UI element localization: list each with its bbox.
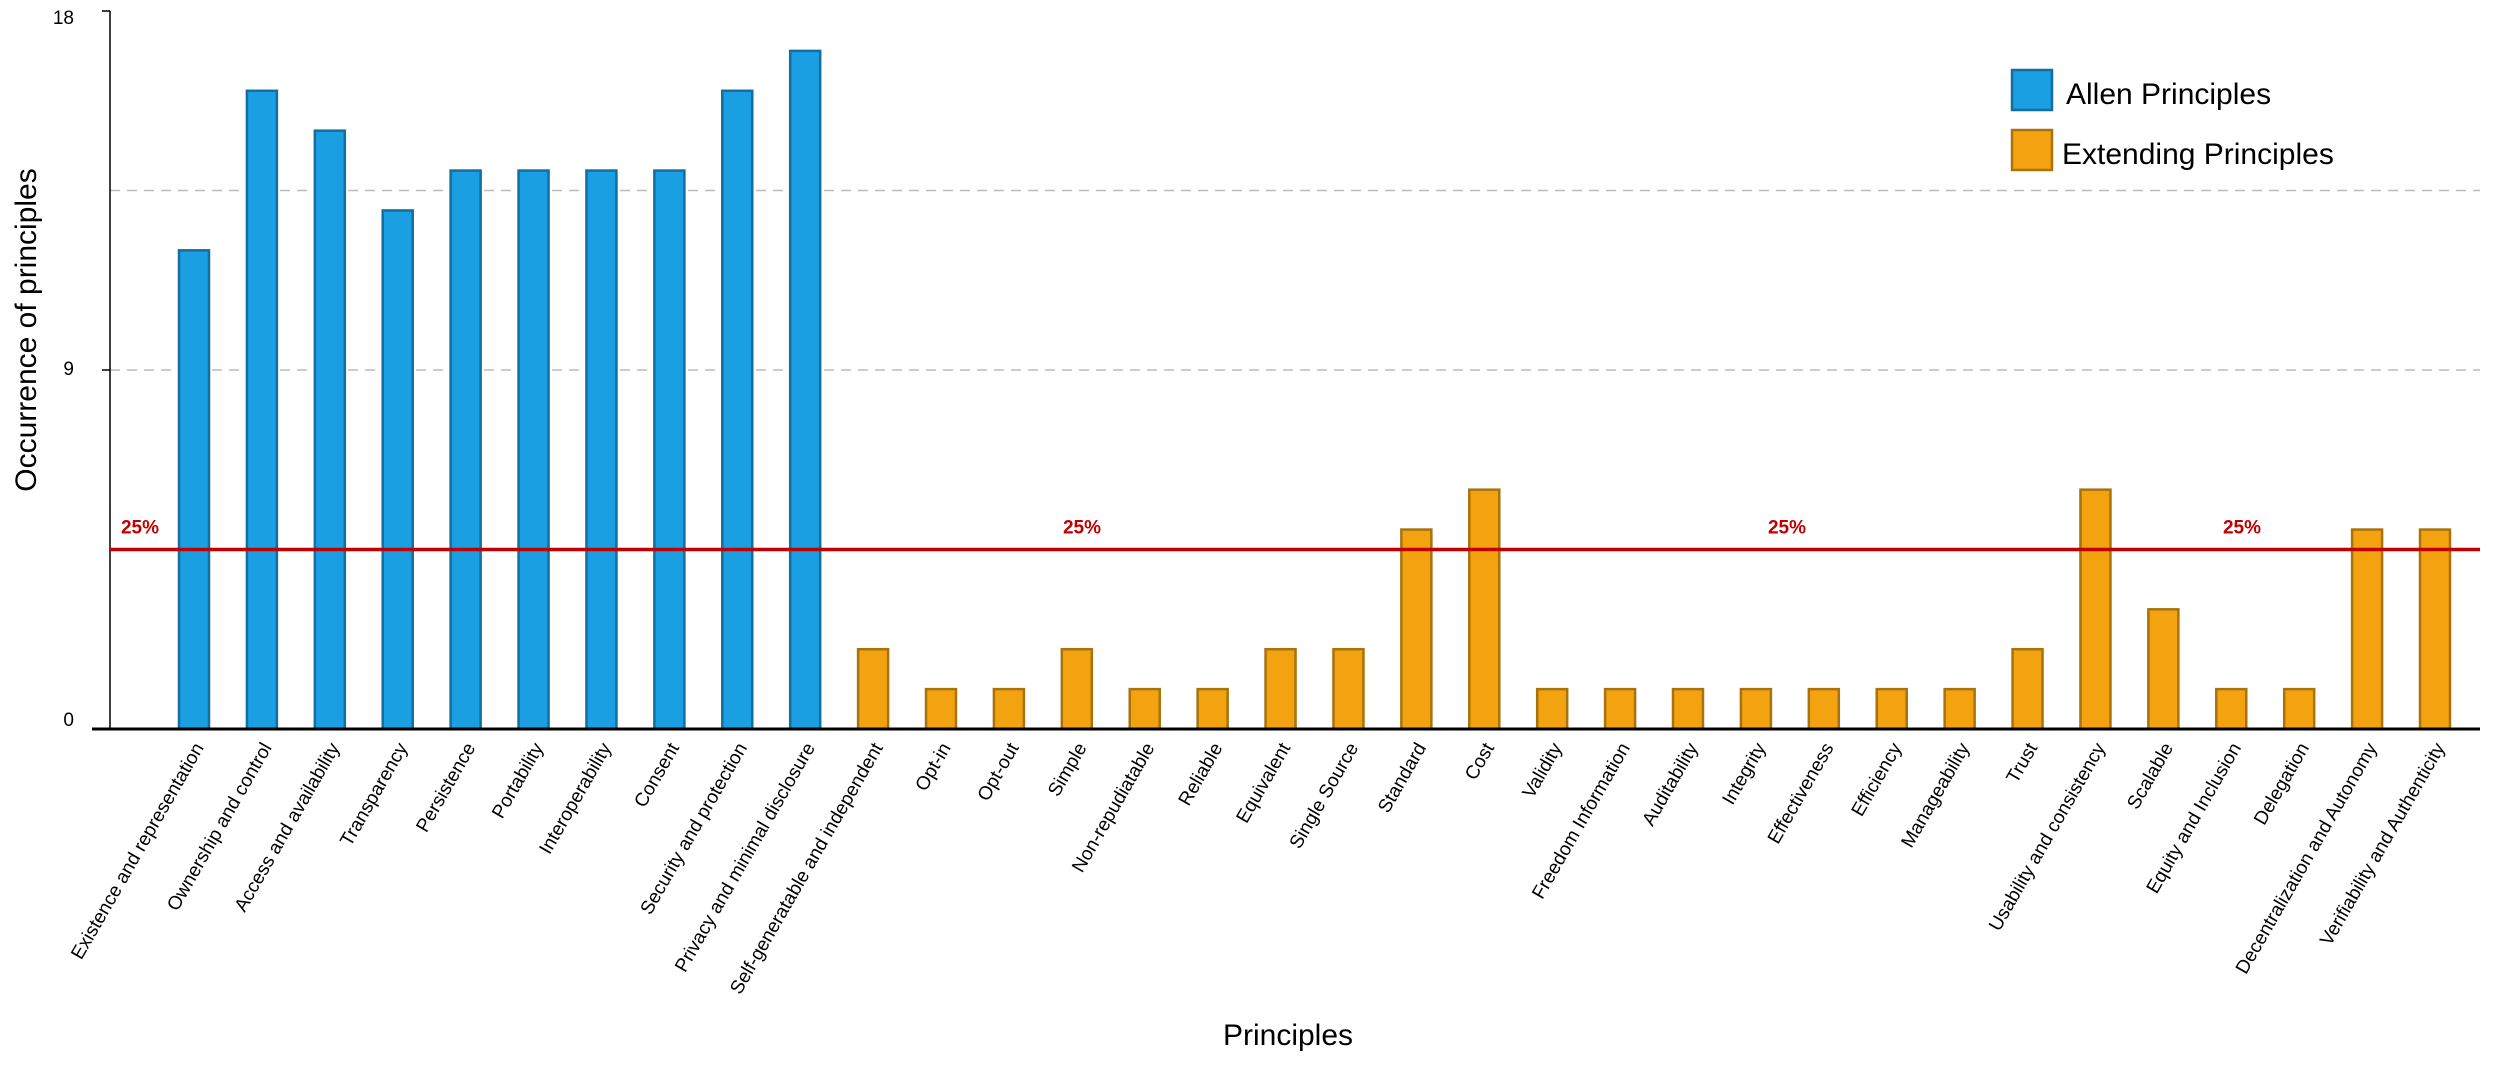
x-tick-label: Scalable [2123, 740, 2178, 814]
x-tick-label: Equivalent [1233, 739, 1296, 827]
bar [1603, 687, 1637, 731]
reference-label: 25% [1768, 518, 1806, 539]
y-tick-label: 18 [53, 8, 74, 29]
bar [2350, 528, 2384, 731]
x-tick-label: Portability [488, 739, 548, 822]
bar [992, 687, 1026, 731]
x-tick-label: Transparency [336, 739, 412, 850]
bar [1535, 687, 1569, 731]
x-tick-label: Manageability [1897, 739, 1974, 851]
bar [245, 89, 279, 731]
x-tick-label: Persistence [412, 740, 480, 836]
x-tick-label: Effectiveness [1764, 740, 1839, 848]
legend-swatch [2010, 68, 2054, 112]
bar [517, 169, 550, 731]
bar [177, 249, 211, 731]
x-tick-label: Opt-out [974, 739, 1024, 805]
x-tick-label: Usability and consistency [1985, 739, 2110, 935]
x-tick-label: Interoperability [536, 739, 617, 858]
legend-label: Extending Principles [2062, 138, 2334, 171]
x-tick-label: Auditability [1639, 739, 1703, 830]
bar [1196, 687, 1229, 731]
x-tick-label: Cost [1461, 739, 1499, 784]
bar [1468, 488, 1501, 731]
reference-label: 25% [1063, 518, 1101, 539]
bar [1807, 687, 1841, 731]
bar [2418, 528, 2452, 731]
bar [1264, 647, 1297, 731]
bar [2147, 608, 2180, 731]
x-tick-label: Consent [630, 739, 684, 811]
bar [1943, 687, 1976, 731]
x-tick-label: Decentralization and Autonomy [2232, 739, 2382, 978]
x-tick-label: Verifiability and Authenticity [2316, 739, 2450, 949]
bar [1875, 687, 1908, 731]
bar [2079, 488, 2112, 731]
bar [2215, 687, 2248, 731]
x-tick-label: Efficiency [1848, 739, 1907, 820]
bar [653, 169, 686, 731]
bar [313, 129, 347, 731]
x-tick-label: Opt-in [912, 740, 956, 795]
bar [1060, 647, 1094, 731]
bar [1671, 687, 1705, 731]
x-tick-label: Delegation [2250, 740, 2314, 829]
bar [1739, 687, 1773, 731]
x-tick-label: Standard [1374, 740, 1431, 817]
x-tick-label: Validity [1519, 739, 1567, 802]
x-tick-label: Single Source [1286, 740, 1363, 853]
y-tick-label: 9 [63, 359, 74, 380]
bar [788, 49, 822, 731]
reference-label: 25% [121, 518, 159, 539]
bar [2011, 647, 2044, 731]
bar [1332, 647, 1365, 731]
bar [585, 169, 618, 731]
y-axis-title: Occurrence of principles [10, 168, 43, 491]
y-tick-label: 0 [63, 710, 74, 731]
legend-swatch [2010, 128, 2054, 172]
x-tick-label: Simple [1044, 740, 1091, 801]
bar [2282, 687, 2316, 731]
legend-label: Allen Principles [2066, 78, 2271, 111]
x-tick-label: Trust [2003, 739, 2043, 787]
bar [381, 209, 414, 731]
x-tick-label: Privacy and minimal disclosure [671, 740, 820, 976]
bar [856, 647, 890, 731]
x-tick-label: Reliable [1175, 740, 1228, 810]
bar [1128, 687, 1161, 731]
bar [721, 89, 754, 731]
reference-label: 25% [2223, 518, 2261, 539]
bar [449, 169, 482, 731]
bar [1400, 528, 1433, 731]
x-tick-label: Integrity [1719, 739, 1771, 808]
x-axis-title: Principles [1223, 1019, 1353, 1052]
x-tick-label: Existence and representation [67, 740, 208, 964]
bar [924, 687, 958, 731]
